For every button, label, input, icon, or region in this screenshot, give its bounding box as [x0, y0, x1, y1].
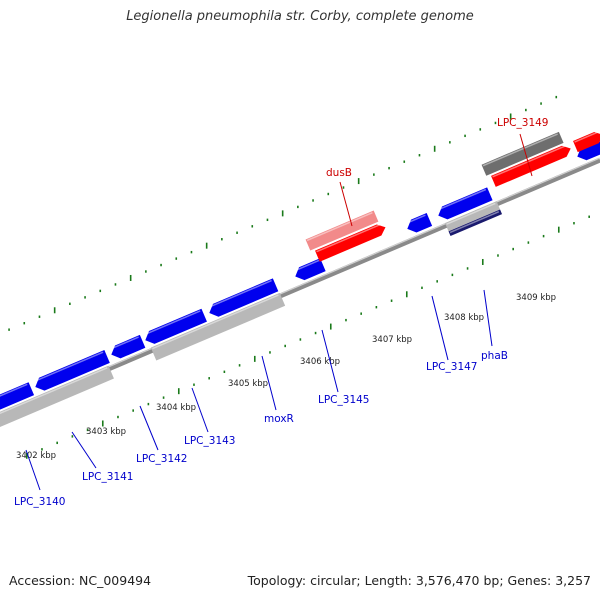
ruler-label-3404: 3404 kbp	[156, 403, 196, 413]
gene-block-dusb-light[interactable]	[305, 210, 379, 251]
leader-line	[71, 431, 97, 469]
leader-line	[261, 355, 277, 411]
gene-block-lpc3141[interactable]	[33, 350, 110, 393]
ruler-label-3408: 3408 kbp	[444, 313, 484, 323]
gene-block-lpc3143[interactable]	[143, 308, 207, 347]
gene-label-lpc_3143[interactable]: LPC_3143	[184, 435, 236, 447]
ruler-label-3402: 3402 kbp	[16, 451, 56, 461]
gene-block-dark-stripe[interactable]	[448, 209, 503, 237]
gene-label-moxr[interactable]: moxR	[264, 413, 294, 425]
leader-line	[139, 405, 159, 451]
genome-summary: Topology: circular; Length: 3,576,470 bp…	[247, 573, 591, 588]
gene-block-lpc3147[interactable]	[405, 213, 433, 235]
gene-block-gray-2[interactable]	[150, 292, 286, 361]
ruler-label-3403: 3403 kbp	[86, 427, 126, 437]
map-title: Legionella pneumophila str. Corby, compl…	[126, 9, 474, 24]
gene-block-lpc3145[interactable]	[293, 258, 326, 283]
ruler-label-3405: 3405 kbp	[228, 379, 268, 389]
ruler-label-3409: 3409 kbp	[516, 293, 556, 303]
gene-label-phab[interactable]: phaB	[481, 350, 508, 362]
gene-label-lpc_3140[interactable]: LPC_3140	[14, 496, 66, 508]
gene-block-lpc3149[interactable]	[491, 143, 573, 187]
leader-line	[483, 289, 493, 347]
gene-block-gray-1[interactable]	[0, 365, 114, 430]
leader-line	[191, 387, 209, 433]
gene-block-dusb[interactable]	[315, 222, 388, 262]
leader-line	[321, 329, 339, 393]
gene-label-lpc_3147[interactable]: LPC_3147	[426, 361, 478, 373]
gene-block-gray-3[interactable]	[445, 201, 501, 232]
leader-line	[431, 295, 449, 361]
gene-block-moxr[interactable]	[207, 278, 279, 319]
gene-label-dusb[interactable]: dusB	[326, 167, 352, 179]
leader-line	[339, 181, 353, 227]
gene-block-lpc3142[interactable]	[109, 334, 146, 361]
gene-block-right-red[interactable]	[573, 129, 600, 153]
gene-label-lpc_3141[interactable]: LPC_3141	[82, 471, 134, 483]
leader-line	[25, 449, 41, 491]
gene-block-lpc3140[interactable]	[0, 382, 35, 414]
gene-block-phab[interactable]	[436, 187, 493, 222]
gene-label-lpc_3145[interactable]: LPC_3145	[318, 394, 370, 406]
accession-label: Accession: NC_009494	[9, 573, 152, 588]
gene-label-lpc_3142[interactable]: LPC_3142	[136, 453, 188, 465]
ruler-label-3406: 3406 kbp	[300, 357, 340, 367]
tick-row-lower	[25, 215, 590, 459]
tick-row-upper	[8, 95, 558, 331]
leader-line	[519, 133, 533, 177]
ruler-label-3407: 3407 kbp	[372, 335, 412, 345]
gene-block-lpc3149-gray[interactable]	[481, 131, 564, 176]
gene-label-lpc_3149[interactable]: LPC_3149	[497, 117, 549, 129]
